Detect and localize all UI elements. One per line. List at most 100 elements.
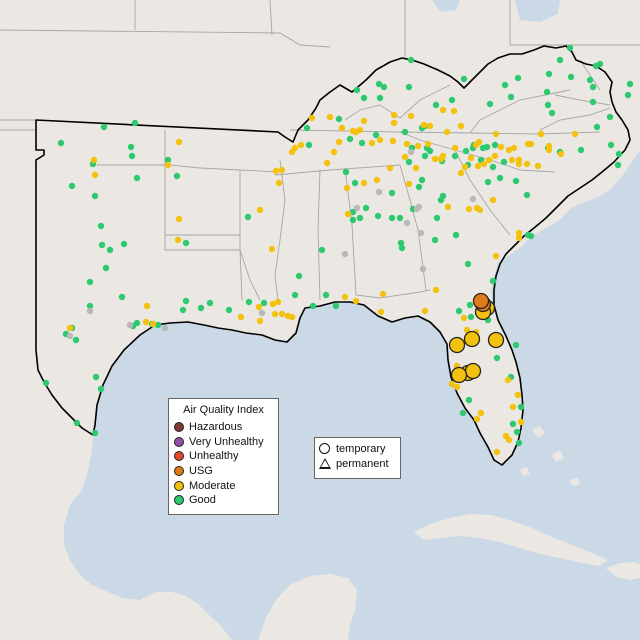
moderate-monitor[interactable] [341, 293, 349, 301]
moderate-monitor[interactable] [505, 436, 513, 444]
good-monitor[interactable] [464, 260, 472, 268]
good-monitor[interactable] [335, 115, 343, 123]
good-monitor[interactable] [291, 291, 299, 299]
moderate-monitor[interactable] [343, 184, 351, 192]
moderate-monitor[interactable] [534, 162, 542, 170]
moderate-monitor[interactable] [453, 383, 461, 391]
good-monitor[interactable] [545, 70, 553, 78]
good-monitor[interactable] [448, 96, 456, 104]
good-monitor[interactable] [484, 178, 492, 186]
moderate-monitor[interactable] [237, 313, 245, 321]
moderate-monitor[interactable] [473, 415, 481, 423]
inactive-monitor[interactable] [375, 188, 383, 196]
moderate-monitor[interactable] [377, 308, 385, 316]
inactive-monitor[interactable] [86, 307, 94, 315]
moderate-monitor[interactable] [451, 144, 459, 152]
moderate-monitor[interactable] [515, 229, 523, 237]
good-monitor[interactable] [362, 204, 370, 212]
inactive-monitor[interactable] [417, 229, 425, 237]
moderate-monitor[interactable] [489, 196, 497, 204]
good-monitor[interactable] [624, 91, 632, 99]
good-monitor[interactable] [523, 191, 531, 199]
moderate-monitor[interactable] [444, 203, 452, 211]
good-monitor[interactable] [68, 182, 76, 190]
good-monitor[interactable] [305, 141, 313, 149]
moderate-monitor[interactable] [352, 128, 360, 136]
moderate-monitor[interactable] [278, 310, 286, 318]
good-monitor[interactable] [466, 301, 474, 309]
good-monitor[interactable] [197, 304, 205, 312]
moderate-monitor[interactable] [323, 159, 331, 167]
good-monitor[interactable] [496, 174, 504, 182]
good-monitor[interactable] [374, 212, 382, 220]
good-monitor[interactable] [493, 354, 501, 362]
legend-item-hazardous[interactable]: Hazardous [169, 420, 278, 435]
good-monitor[interactable] [405, 158, 413, 166]
moderate-monitor[interactable] [476, 206, 484, 214]
moderate-monitor[interactable] [143, 302, 151, 310]
good-monitor[interactable] [452, 231, 460, 239]
moderate-monitor[interactable] [457, 122, 465, 130]
good-monitor[interactable] [97, 385, 105, 393]
moderate-monitor[interactable] [504, 376, 512, 384]
good-monitor[interactable] [465, 396, 473, 404]
moderate-monitor[interactable] [450, 107, 458, 115]
good-monitor[interactable] [353, 86, 361, 94]
moderate-monitor[interactable] [515, 156, 523, 164]
legend-item-good[interactable]: Good [169, 493, 278, 508]
moderate-monitor[interactable] [175, 215, 183, 223]
moderate-monitor[interactable] [256, 206, 264, 214]
moderate-temporary-monitor[interactable] [463, 330, 481, 348]
moderate-temporary-monitor[interactable] [448, 336, 466, 354]
good-monitor[interactable] [614, 161, 622, 169]
good-monitor[interactable] [543, 88, 551, 96]
good-monitor[interactable] [260, 299, 268, 307]
good-monitor[interactable] [437, 196, 445, 204]
good-monitor[interactable] [182, 297, 190, 305]
moderate-monitor[interactable] [571, 130, 579, 138]
good-monitor[interactable] [418, 176, 426, 184]
good-monitor[interactable] [128, 152, 136, 160]
moderate-monitor[interactable] [514, 391, 522, 399]
moderate-monitor[interactable] [255, 303, 263, 311]
inactive-monitor[interactable] [419, 265, 427, 273]
good-monitor[interactable] [512, 177, 520, 185]
good-monitor[interactable] [91, 192, 99, 200]
moderate-monitor[interactable] [175, 138, 183, 146]
good-monitor[interactable] [380, 83, 388, 91]
moderate-monitor[interactable] [271, 310, 279, 318]
good-monitor[interactable] [388, 189, 396, 197]
moderate-monitor[interactable] [335, 138, 343, 146]
good-monitor[interactable] [415, 183, 423, 191]
good-monitor[interactable] [500, 158, 508, 166]
moderate-monitor[interactable] [439, 106, 447, 114]
moderate-monitor[interactable] [477, 409, 485, 417]
good-monitor[interactable] [206, 299, 214, 307]
good-monitor[interactable] [517, 403, 525, 411]
moderate-monitor[interactable] [420, 121, 428, 129]
good-monitor[interactable] [97, 222, 105, 230]
moderate-monitor[interactable] [297, 141, 305, 149]
good-monitor[interactable] [615, 150, 623, 158]
good-monitor[interactable] [626, 80, 634, 88]
good-monitor[interactable] [388, 214, 396, 222]
good-monitor[interactable] [544, 101, 552, 109]
moderate-monitor[interactable] [66, 324, 74, 332]
good-monitor[interactable] [375, 80, 383, 88]
good-monitor[interactable] [309, 302, 317, 310]
good-monitor[interactable] [86, 302, 94, 310]
moderate-monitor[interactable] [326, 113, 334, 121]
good-monitor[interactable] [127, 143, 135, 151]
good-monitor[interactable] [483, 143, 491, 151]
good-monitor[interactable] [451, 152, 459, 160]
good-monitor[interactable] [459, 409, 467, 417]
good-monitor[interactable] [376, 94, 384, 102]
good-monitor[interactable] [512, 341, 520, 349]
inactive-monitor[interactable] [341, 250, 349, 258]
good-monitor[interactable] [92, 373, 100, 381]
good-monitor[interactable] [596, 60, 604, 68]
moderate-monitor[interactable] [517, 418, 525, 426]
good-monitor[interactable] [73, 419, 81, 427]
good-monitor[interactable] [351, 179, 359, 187]
